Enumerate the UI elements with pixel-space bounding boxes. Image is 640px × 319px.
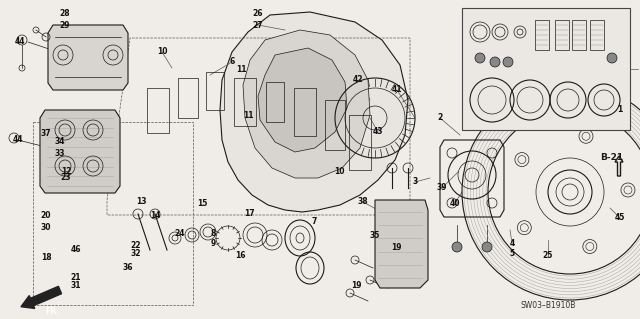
Circle shape (482, 242, 492, 252)
Text: 2: 2 (437, 114, 443, 122)
Text: 23: 23 (61, 174, 71, 182)
Text: 12: 12 (61, 167, 71, 176)
Circle shape (490, 57, 500, 67)
Text: 33: 33 (55, 149, 65, 158)
Text: 44: 44 (13, 136, 23, 145)
Text: 21: 21 (71, 272, 81, 281)
Text: 20: 20 (41, 211, 51, 219)
Text: 15: 15 (197, 199, 207, 209)
Text: 8: 8 (211, 228, 216, 238)
Text: 10: 10 (157, 48, 167, 56)
Text: 9: 9 (211, 239, 216, 248)
Text: 46: 46 (71, 246, 81, 255)
Text: 41: 41 (392, 85, 403, 94)
Text: 27: 27 (253, 20, 263, 29)
Polygon shape (243, 30, 370, 178)
Circle shape (607, 53, 617, 63)
Text: 7: 7 (311, 218, 317, 226)
Text: 26: 26 (253, 9, 263, 18)
Text: 1: 1 (618, 106, 623, 115)
Text: 38: 38 (358, 197, 368, 206)
Text: 43: 43 (372, 128, 383, 137)
Text: 18: 18 (41, 254, 51, 263)
Text: 4: 4 (509, 239, 515, 248)
Text: 36: 36 (123, 263, 133, 272)
Circle shape (475, 53, 485, 63)
Polygon shape (375, 200, 428, 288)
Text: B-21: B-21 (600, 153, 623, 162)
Text: 24: 24 (175, 228, 185, 238)
Text: 10: 10 (333, 167, 344, 176)
Polygon shape (48, 25, 128, 90)
Text: 16: 16 (235, 250, 245, 259)
Text: 19: 19 (391, 243, 401, 253)
Text: 13: 13 (136, 197, 147, 206)
Polygon shape (258, 48, 347, 152)
Text: 11: 11 (236, 65, 246, 75)
Text: FR.: FR. (45, 308, 59, 316)
Text: 22: 22 (131, 241, 141, 249)
Text: 34: 34 (55, 137, 65, 145)
Text: 6: 6 (229, 57, 235, 66)
Text: 5: 5 (509, 249, 515, 257)
Text: 31: 31 (71, 280, 81, 290)
Text: 32: 32 (131, 249, 141, 257)
Text: 30: 30 (41, 224, 51, 233)
Text: 25: 25 (543, 251, 553, 261)
Text: 35: 35 (370, 232, 380, 241)
Bar (462, 8, 630, 130)
Text: 37: 37 (41, 130, 51, 138)
Text: 45: 45 (615, 213, 625, 222)
Text: SW03–B1910B: SW03–B1910B (520, 300, 576, 309)
Text: 19: 19 (351, 280, 361, 290)
Text: 14: 14 (150, 211, 160, 219)
Text: 39: 39 (436, 183, 447, 192)
Text: 17: 17 (244, 210, 254, 219)
Text: 44: 44 (15, 38, 25, 47)
FancyArrow shape (21, 286, 61, 308)
Text: 3: 3 (412, 177, 418, 187)
Circle shape (503, 57, 513, 67)
Circle shape (452, 242, 462, 252)
Text: 29: 29 (60, 20, 70, 29)
Text: 11: 11 (243, 110, 253, 120)
Polygon shape (40, 110, 120, 193)
Text: 40: 40 (450, 198, 460, 207)
Text: 28: 28 (60, 9, 70, 18)
Polygon shape (220, 12, 408, 212)
Text: 42: 42 (353, 76, 364, 85)
